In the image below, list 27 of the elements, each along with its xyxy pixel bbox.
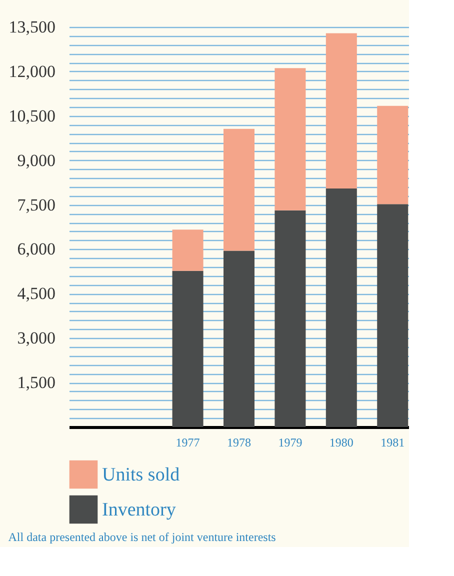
- y-tick-label: 12,000: [8, 62, 56, 81]
- y-tick-label: 7,500: [17, 195, 56, 214]
- bar: [224, 250, 254, 427]
- y-tick-label: 1,500: [17, 373, 56, 392]
- bar: [377, 106, 408, 204]
- y-tick-label: 6,000: [17, 240, 56, 259]
- bar: [274, 68, 306, 210]
- bar: [274, 210, 306, 427]
- bar: [326, 188, 357, 427]
- x-tick-label: 1977: [176, 436, 200, 450]
- bar: [172, 230, 204, 271]
- x-tick-label: 1979: [278, 436, 302, 450]
- y-tick-label: 9,000: [17, 150, 56, 170]
- legend-label: Inventory: [102, 500, 176, 520]
- bar: [377, 204, 408, 427]
- x-tick-label: 1978: [227, 436, 251, 450]
- bar: [172, 270, 204, 427]
- y-tick-label: 10,500: [8, 106, 56, 126]
- legend-label: Units sold: [102, 464, 180, 486]
- text: All data presented above is net of joint venture interests: [8, 530, 276, 544]
- bar: [326, 33, 357, 188]
- x-tick-label: 1980: [329, 436, 354, 450]
- x-tick-label: 1981: [380, 436, 405, 450]
- y-tick-label: 3,000: [17, 328, 56, 348]
- y-tick-label: 4,500: [17, 284, 56, 304]
- bar: [224, 128, 254, 251]
- y-tick-label: 13,500: [8, 18, 56, 36]
